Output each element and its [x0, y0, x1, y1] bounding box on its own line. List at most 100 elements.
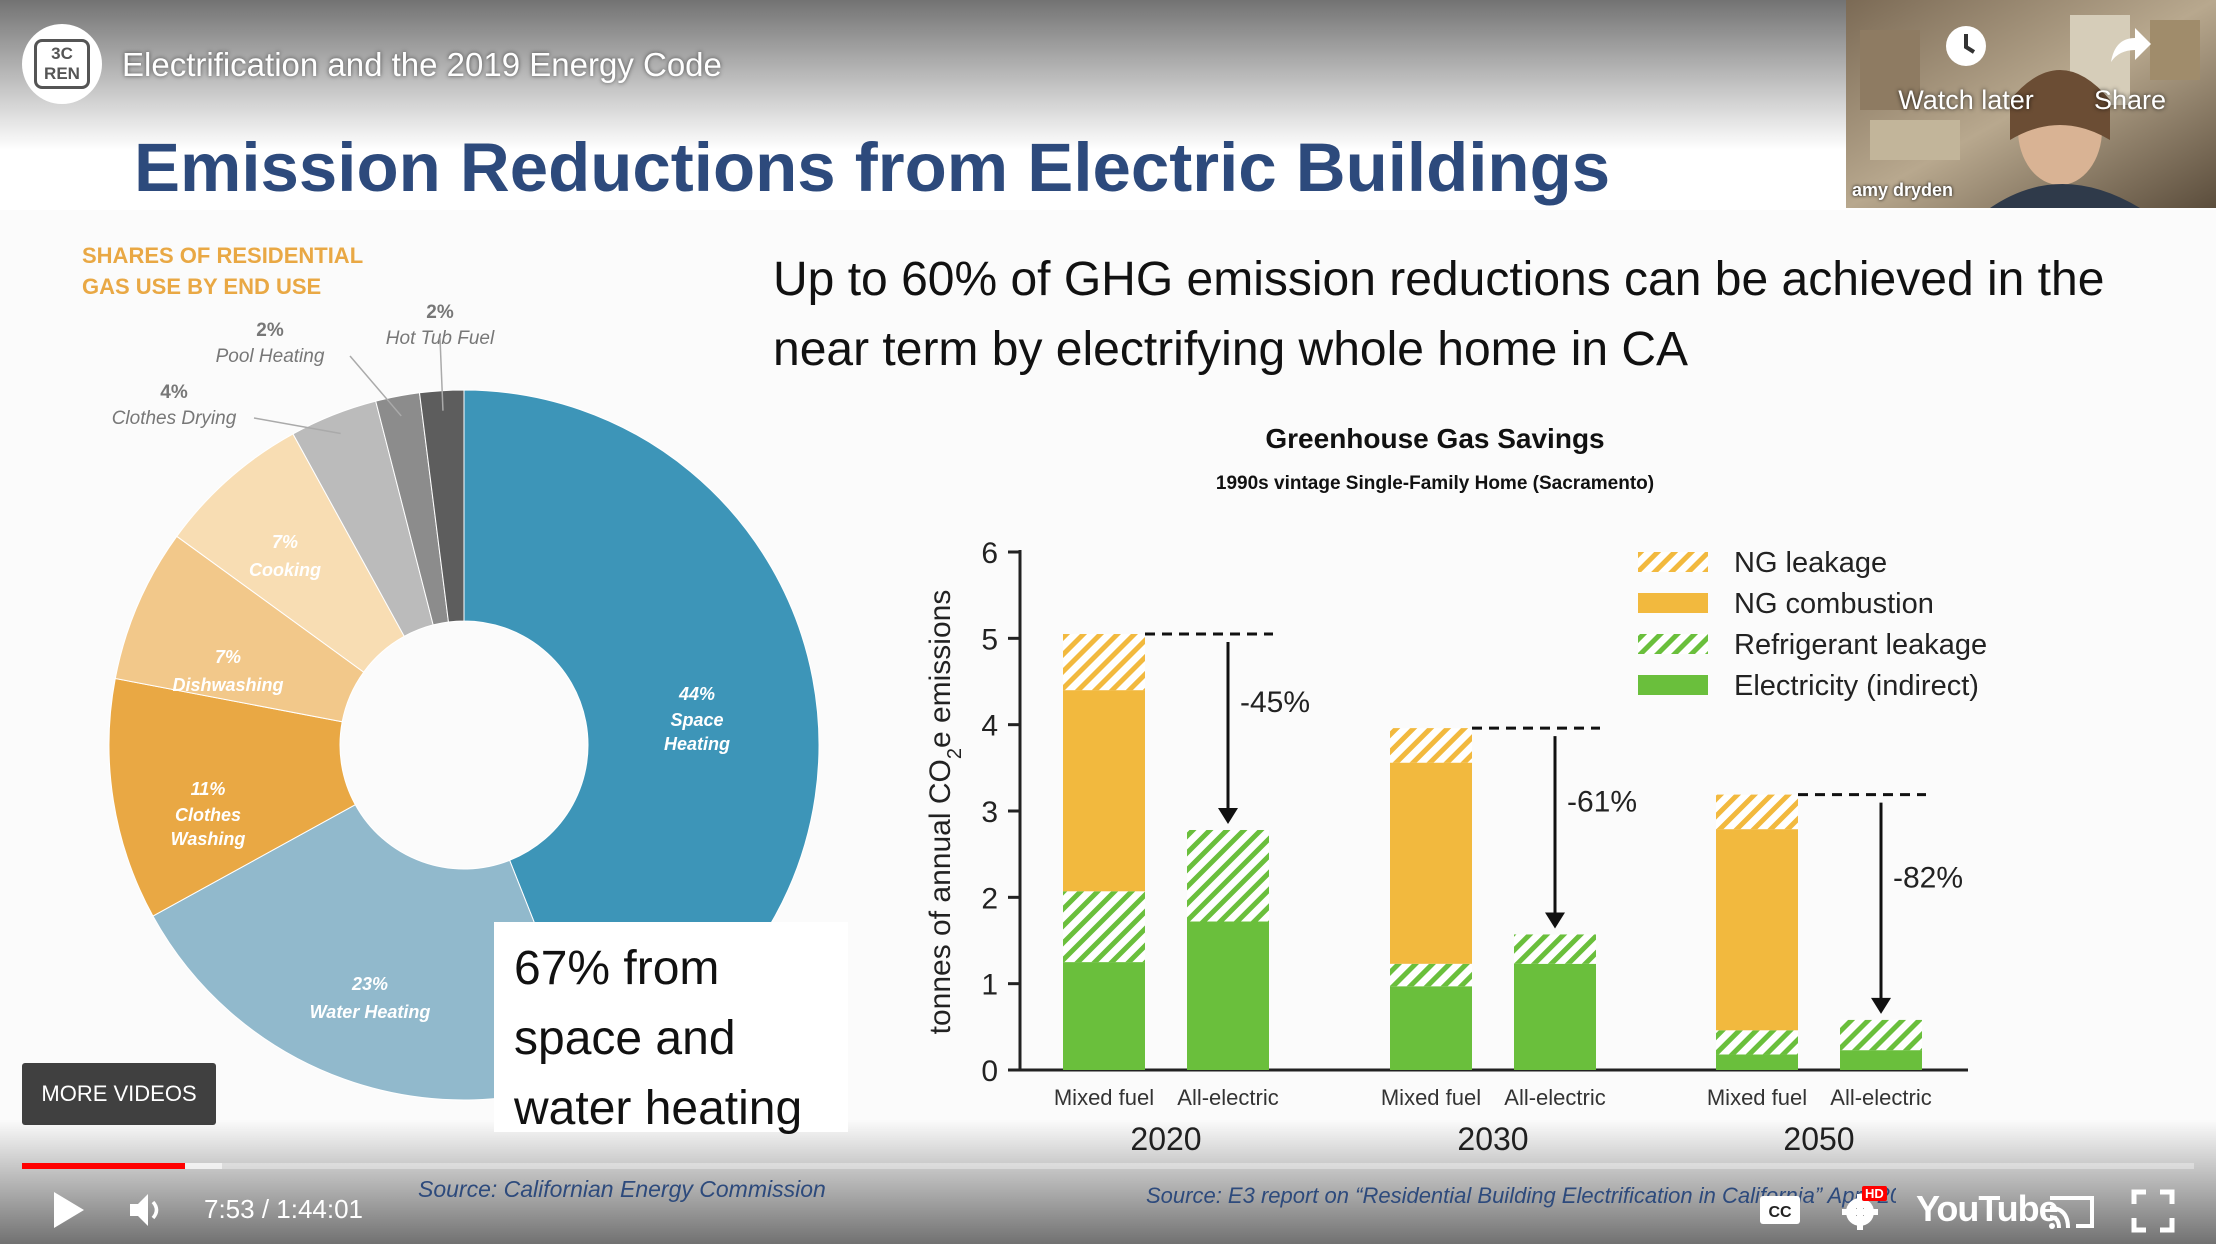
bar-chart: Greenhouse Gas Savings 1990s vintage Sing… [924, 423, 1987, 1157]
callout-line3: water heating [514, 1082, 803, 1135]
watch-later-label: Watch later [1898, 85, 2034, 115]
pie-label-space-heating-name-1: Space [670, 710, 723, 730]
y-tick-label-3: 3 [981, 796, 998, 829]
fullscreen-button[interactable] [2130, 1188, 2176, 1234]
bar-chart-title: Greenhouse Gas Savings [1265, 423, 1604, 454]
share-button[interactable]: Share [2080, 24, 2180, 124]
reduction-arrowhead-1 [1545, 912, 1565, 929]
bar-chart-subtitle: 1990s vintage Single-Family Home (Sacram… [1216, 473, 1654, 494]
source-left: Source: Californian Energy Commission [418, 1176, 826, 1202]
more-videos-button[interactable]: MORE VIDEOS [22, 1063, 216, 1125]
y-tick-label-2: 2 [981, 882, 998, 915]
channel-logo[interactable]: 3C REN [22, 24, 102, 104]
legend-swatch-1 [1638, 593, 1708, 613]
pie-label-clothes-washing-name-2: Washing [171, 829, 246, 849]
reduction-arrowhead-0 [1218, 807, 1238, 824]
pie-label-cooking-name: Cooking [249, 560, 321, 580]
pie-label-clothes-drying-leader [253, 417, 341, 435]
progress-bar[interactable] [22, 1163, 2194, 1169]
pie-label-clothes-washing-value: 11% [191, 779, 226, 799]
presenter-webcam [1846, 0, 2216, 208]
bar-label-2030-1: All-electric [1504, 1085, 1605, 1110]
pie-chart: 44% Space Heating 23% Water Heating 11% Clothe… [108, 302, 820, 1101]
video-title[interactable]: Electrification and the 2019 Energy Code [122, 46, 722, 83]
volume-button[interactable] [126, 1188, 170, 1232]
pie-label-clothes-washing-name-1: Clothes [175, 805, 241, 825]
pie-label-dishwashing-value: 7% [215, 647, 241, 667]
time-display: 7:53 / 1:44:01 [204, 1194, 364, 1224]
bar-2030-mixed-fuel-electricity-indirect- [1390, 986, 1472, 1070]
slide-title: Emission Reductions from Electric Buildi… [134, 129, 1611, 206]
bar-2030-mixed-fuel-ng-leakage [1390, 728, 1472, 763]
pie-label-hot-tub-fuel-leader [439, 337, 444, 411]
play-icon [54, 1192, 84, 1228]
pie-slice-hot-tub-fuel [418, 389, 465, 623]
pie-label-clothes-drying-name: Clothes Drying [112, 408, 237, 429]
legend-swatch-3 [1638, 675, 1708, 695]
youtube-logo[interactable]: YouTube [1916, 1188, 2059, 1229]
bar-label-2050-0: Mixed fuel [1707, 1085, 1807, 1110]
bar-2020-mixed-fuel-electricity-indirect- [1063, 962, 1145, 1070]
bar-label-2020-1: All-electric [1177, 1085, 1278, 1110]
legend-label-1: NG combustion [1734, 588, 1934, 620]
bar-2030-all-electric-electricity-indirect- [1514, 963, 1596, 1070]
share-arrow-icon [2111, 28, 2151, 62]
bar-2030-mixed-fuel-ng-combustion [1390, 762, 1472, 964]
reduction-label-1: -61% [1567, 785, 1637, 818]
bar-label-2050-1: All-electric [1830, 1085, 1931, 1110]
settings-button[interactable]: HD [1838, 1186, 1890, 1234]
pie-slice-water-heating [152, 804, 596, 1101]
hd-badge: HD [1862, 1186, 1887, 1201]
callout-line1: 67% from [514, 942, 720, 995]
pie-label-space-heating-value: 44% [678, 684, 715, 704]
bar-2020-all-electric-electricity-indirect- [1187, 921, 1269, 1070]
fullscreen-icon [2131, 1189, 2175, 1233]
bar-label-2030-0: Mixed fuel [1381, 1085, 1481, 1110]
bar-2050-all-electric-refrigerant-leakage [1840, 1019, 1922, 1051]
reduction-label-0: -45% [1240, 686, 1310, 719]
legend-swatch-2 [1638, 634, 1708, 654]
legend-label-3: Electricity (indirect) [1734, 670, 1979, 702]
legend-swatch-0 [1638, 552, 1708, 572]
pie-title-line2: GAS USE BY END USE [82, 274, 322, 299]
reduction-label-2: -82% [1893, 861, 1963, 894]
watch-later-button[interactable]: Watch later [1886, 24, 2046, 124]
bar-2050-mixed-fuel-ng-leakage [1716, 794, 1798, 830]
presenter-name: amy dryden [1852, 180, 1954, 200]
y-tick-label-4: 4 [981, 710, 998, 743]
legend-label-0: NG leakage [1734, 547, 1887, 579]
share-label: Share [2093, 85, 2167, 115]
y-tick-label-1: 1 [981, 969, 998, 1002]
bottom-overlay [0, 1120, 2216, 1244]
pie-label-pool-heating-leader [349, 355, 402, 417]
channel-logo-text: 3C REN [34, 39, 90, 89]
y-axis-label: tonnes of annual CO2e emissions [924, 590, 966, 1035]
pie-label-pool-heating-name: Pool Heating [216, 346, 325, 367]
cast-button[interactable] [2046, 1190, 2098, 1234]
pie-label-pool-heating-value: 2% [256, 320, 284, 341]
play-button[interactable] [46, 1188, 90, 1232]
y-tick-label-5: 5 [981, 623, 998, 656]
y-tick-label-0: 0 [981, 1055, 998, 1088]
cast-icon [2049, 1196, 2094, 1229]
bar-2020-mixed-fuel-refrigerant-leakage [1063, 891, 1145, 963]
pie-label-cooking-value: 7% [272, 532, 298, 552]
callout-box: 67% from space and water heating [494, 922, 848, 1135]
cc-icon: CC [1760, 1196, 1800, 1224]
reduction-arrowhead-2 [1871, 997, 1891, 1014]
y-tick-label-6: 6 [981, 537, 998, 570]
bar-2030-mixed-fuel-refrigerant-leakage [1390, 963, 1472, 987]
cc-button[interactable]: CC [1756, 1190, 1804, 1230]
bar-2030-all-electric-refrigerant-leakage [1514, 934, 1596, 964]
slide-headline-line1: Up to 60% of GHG emission reductions can… [773, 253, 2105, 306]
svg-text:CC: CC [1768, 1204, 1792, 1221]
bar-2020-all-electric-refrigerant-leakage [1187, 829, 1269, 922]
more-videos-label: MORE VIDEOS [41, 1081, 197, 1106]
pie-label-hot-tub-fuel-value: 2% [426, 302, 454, 323]
callout-line2: space and [514, 1012, 736, 1065]
slide-headline-line2: near term by electrifying whole home in … [773, 323, 1689, 376]
bar-2050-mixed-fuel-ng-combustion [1716, 829, 1798, 1031]
pie-label-dishwashing-name: Dishwashing [172, 675, 283, 695]
